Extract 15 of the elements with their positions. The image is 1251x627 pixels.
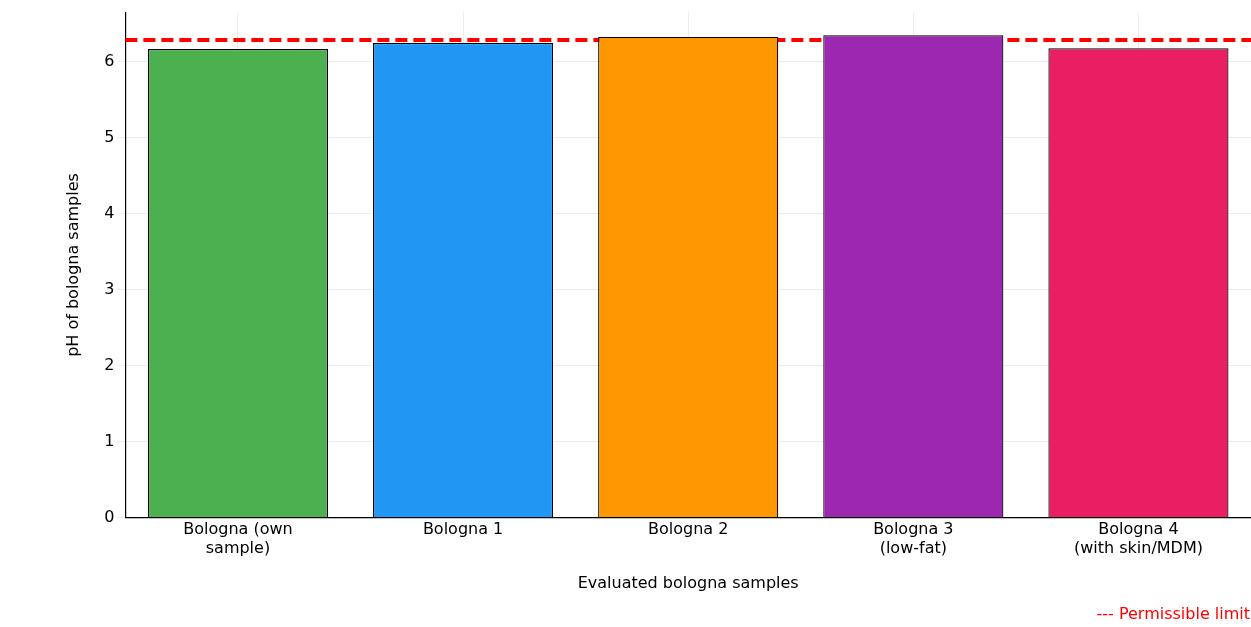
x-tick-label: Bologna 2 [648, 519, 729, 539]
x-tick-label: Bologna 3 (low-fat) [873, 519, 954, 558]
text: --- Permissible limit [1096, 604, 1250, 624]
y-tick-label: 1 [104, 430, 115, 450]
x-tick-label: Bologna 1 [422, 519, 504, 539]
y-axis-title: pH of bologna samples [62, 173, 82, 357]
y-tick-label: 3 [104, 278, 115, 298]
x-tick-label: Bologna (own sample) [183, 519, 293, 558]
y-tick-label: 5 [104, 127, 115, 147]
y-tick-label: 0 [104, 506, 115, 526]
x-tick-label: Bologna 4 (with skin/MDM) [1073, 519, 1203, 558]
y-tick-label: 2 [104, 354, 115, 374]
y-tick-label: 4 [104, 202, 115, 222]
y-tick-label: 6 [104, 51, 115, 71]
x-axis-title: Evaluated bologna samples [577, 572, 799, 592]
